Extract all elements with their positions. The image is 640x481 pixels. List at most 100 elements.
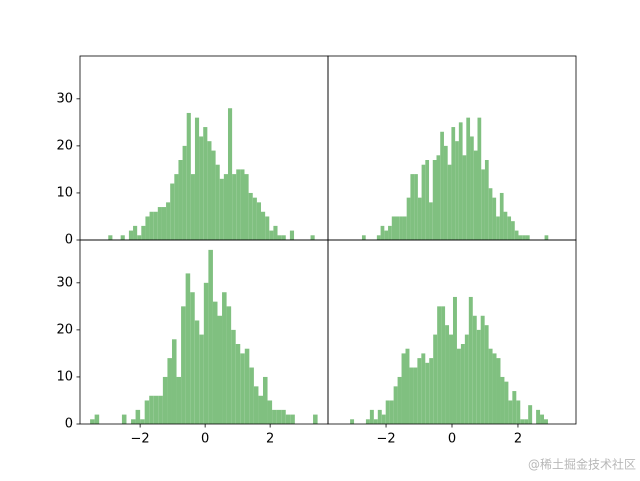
hist-bar xyxy=(141,225,146,240)
hist-bar xyxy=(473,150,478,240)
hist-bar xyxy=(496,358,501,424)
hist-bar xyxy=(145,216,150,240)
hist-bar xyxy=(203,127,208,240)
y-tick-label: 30 xyxy=(56,275,73,290)
hist-bar xyxy=(512,391,517,424)
hist-bar xyxy=(455,141,459,240)
hist-bar xyxy=(273,225,278,240)
hist-bar xyxy=(272,409,277,424)
hist-bar xyxy=(389,400,394,424)
hist-bar xyxy=(536,409,541,424)
hist-bar xyxy=(256,202,262,240)
hist-bar xyxy=(376,235,381,240)
hist-bar xyxy=(144,400,150,424)
hist-bar xyxy=(253,386,259,424)
hist-bar xyxy=(380,225,385,240)
hist-bar xyxy=(492,197,497,240)
hist-bar xyxy=(466,117,471,240)
hist-bar xyxy=(432,160,437,240)
hist-bar xyxy=(267,400,273,424)
hist-bar xyxy=(391,216,396,240)
hist-bar xyxy=(458,122,463,240)
hist-bar xyxy=(149,395,154,424)
hist-bar xyxy=(504,381,509,424)
hist-bar xyxy=(399,216,403,240)
hist-bar xyxy=(470,136,474,240)
hist-bar xyxy=(443,145,448,240)
hist-bar xyxy=(207,141,212,240)
hist-bar xyxy=(174,174,179,240)
hist-bar xyxy=(472,315,477,424)
hist-bar xyxy=(176,376,182,424)
hist-bar xyxy=(449,334,453,424)
y-tick-label: 20 xyxy=(56,138,73,153)
hist-bar xyxy=(421,164,426,240)
hist-bar xyxy=(395,216,400,240)
hist-bar xyxy=(429,202,433,240)
hist-bar xyxy=(447,164,452,240)
hist-bar xyxy=(208,249,213,424)
hist-bar xyxy=(178,160,183,240)
hist-bar xyxy=(277,235,282,240)
hist-bar xyxy=(410,174,415,240)
hist-bar xyxy=(522,235,526,240)
hist-bar xyxy=(162,376,168,424)
hist-bar xyxy=(488,348,493,424)
hist-bar xyxy=(417,358,422,424)
hist-bar xyxy=(240,353,245,424)
y-tick-label: 0 xyxy=(65,233,73,248)
hist-bar xyxy=(480,315,485,424)
hist-bar xyxy=(240,169,245,240)
hist-bar xyxy=(500,376,505,424)
x-tick-label: 2 xyxy=(514,432,522,447)
hist-bar xyxy=(518,235,523,240)
hist-bar xyxy=(223,174,228,240)
hist-bar xyxy=(361,235,366,240)
hist-bar xyxy=(194,320,200,424)
hist-bar xyxy=(507,216,512,240)
hist-bar xyxy=(157,207,162,240)
hist-bar xyxy=(516,400,521,424)
hist-bar xyxy=(90,419,95,424)
hist-bar xyxy=(161,207,167,240)
hist-bar xyxy=(181,306,186,424)
hist-bar xyxy=(393,386,398,424)
hist-bar xyxy=(409,367,414,424)
hist-bar xyxy=(508,400,513,424)
hist-bar xyxy=(462,155,467,240)
hist-bar xyxy=(377,409,382,424)
y-tick-label: 10 xyxy=(56,185,73,200)
hist-bar xyxy=(460,344,465,424)
hist-bar xyxy=(440,131,444,240)
hist-bar xyxy=(167,358,172,424)
hist-bar xyxy=(236,169,241,240)
hist-bar xyxy=(199,334,204,424)
hist-bar xyxy=(199,136,204,240)
hist-bar xyxy=(232,174,237,240)
hist-bar xyxy=(285,414,291,424)
hist-bar xyxy=(235,344,241,424)
hist-bar xyxy=(185,273,191,424)
hist-bar xyxy=(149,211,154,240)
hist-bar xyxy=(265,216,270,240)
hist-bar xyxy=(369,409,374,424)
hist-bar xyxy=(135,409,141,424)
hist-bar xyxy=(388,225,392,240)
hist-bar xyxy=(281,409,286,424)
hist-bar xyxy=(451,127,456,240)
hist-bar xyxy=(401,353,406,424)
hist-bar xyxy=(381,414,386,424)
hist-bar xyxy=(520,419,525,424)
hist-bar xyxy=(429,358,434,424)
hist-bar xyxy=(397,376,402,424)
x-tick-label: −2 xyxy=(376,432,395,447)
watermark: @稀土掘金技术社区 xyxy=(528,457,636,472)
axes-frame xyxy=(327,239,577,425)
hist-bar xyxy=(385,400,390,424)
hist-bar xyxy=(166,202,171,240)
hist-bar xyxy=(153,211,158,240)
hist-bar xyxy=(402,216,407,240)
hist-bar xyxy=(120,235,125,240)
hist-bar xyxy=(261,211,266,240)
hist-bar xyxy=(276,409,282,424)
